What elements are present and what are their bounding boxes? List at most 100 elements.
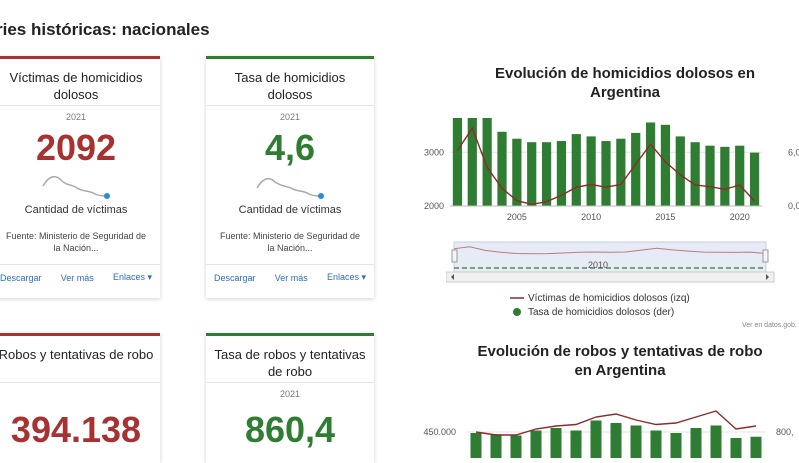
bar — [550, 428, 562, 458]
robos-chart: 450.000 800, — [423, 410, 794, 458]
bar — [570, 430, 582, 458]
bar — [452, 118, 463, 206]
bar — [710, 425, 722, 458]
bar — [530, 430, 542, 458]
series-line — [475, 410, 757, 436]
scroll-right-icon — [766, 274, 769, 280]
bar — [675, 136, 685, 206]
legend-label: Víctimas de homicidios dolosos (izq) — [528, 292, 690, 304]
card-unit: Cantidad de víctimas — [24, 204, 128, 216]
credit-link[interactable]: Ver en datos.gob. — [742, 322, 797, 329]
see-more-link[interactable]: Ver más — [60, 272, 94, 283]
x-tick-label: 2020 — [730, 212, 750, 222]
card-value: 2092 — [35, 127, 117, 168]
bar — [670, 433, 682, 458]
legend-line-icon — [510, 297, 524, 299]
bar — [470, 433, 482, 458]
bar — [616, 138, 626, 206]
section-title: ries históricas: nacionales — [0, 20, 210, 39]
card-year — [0, 382, 160, 402]
card-year: 2021 — [0, 105, 160, 126]
bar — [730, 438, 742, 458]
bar — [630, 425, 642, 458]
card-value: 860,4 — [244, 409, 336, 450]
bar — [660, 124, 671, 206]
bar — [556, 141, 567, 206]
card-title: Tasa de homicidios dolosos — [234, 70, 346, 102]
navigator-tick-label: 2010 — [588, 260, 608, 270]
bar — [650, 430, 662, 458]
navigator-window — [453, 241, 767, 273]
y-right-tick-label: 800, — [776, 427, 794, 437]
legend-item-bar[interactable]: Tasa de homicidios dolosos (der) — [510, 305, 690, 319]
bar — [749, 152, 760, 206]
bar — [645, 122, 656, 206]
card-year: 2021 — [206, 105, 374, 126]
y-left-tick-label: 3000 — [424, 147, 444, 157]
bar — [750, 436, 762, 458]
links-dropdown[interactable]: Enlaces ▾ — [112, 272, 152, 282]
chart-navigator[interactable]: 2010 — [446, 238, 776, 284]
card-source: Fuente: Ministerio de Seguridad de la Na… — [219, 231, 361, 253]
bar — [631, 132, 641, 206]
y-right-tick-label: 6,0 — [788, 147, 799, 157]
bar — [512, 138, 522, 206]
bar — [497, 131, 507, 206]
homicidios-chart: 3000 2000 6,0 0,0 2005 2010 2015 2020 — [424, 118, 799, 222]
download-link[interactable]: Descargar — [214, 272, 256, 283]
chart-title: Evolución de homicidios dolosos en Argen… — [494, 65, 756, 101]
card-actions: Descargar Ver más Enlaces ▾ — [206, 264, 374, 290]
card-title: Tasa de robos y tentativas de robo — [214, 347, 366, 379]
card-robos: Robos y tentativas de robo 394.138 — [0, 333, 160, 463]
download-link[interactable]: Descargar — [0, 272, 42, 283]
chart-title: Evolución de robos y tentativas de robo … — [477, 343, 763, 379]
bar — [590, 420, 602, 458]
x-tick-label: 2015 — [655, 212, 675, 222]
card-unit: Cantidad de víctimas — [238, 204, 342, 216]
card-title: Robos y tentativas de robo — [0, 347, 154, 362]
series-line — [456, 126, 756, 206]
bar — [571, 134, 581, 206]
sparkline — [42, 175, 110, 199]
bar — [541, 142, 552, 206]
card-victimas-homicidios: Víctimas de homicidios dolosos 2021 2092… — [0, 56, 160, 298]
navigator-scrollbar — [446, 271, 775, 283]
bar — [690, 428, 702, 458]
card-tasa-robos: Tasa de robos y tentativas de robo 2021 … — [206, 333, 374, 463]
legend-item-line[interactable]: Víctimas de homicidios dolosos (izq) — [510, 291, 690, 305]
chart-legend: Víctimas de homicidios dolosos (izq) Tas… — [510, 291, 690, 319]
navigator-handle-right — [762, 249, 769, 263]
bar — [601, 141, 611, 206]
card-value: 4,6 — [264, 127, 316, 168]
bar — [482, 118, 492, 206]
bar — [467, 118, 477, 206]
links-dropdown[interactable]: Enlaces ▾ — [326, 272, 366, 282]
navigator-handle-left — [451, 249, 458, 263]
scroll-left-icon — [451, 274, 454, 280]
x-tick-label: 2010 — [581, 212, 601, 222]
bar — [490, 434, 502, 458]
bar — [735, 145, 745, 206]
bar — [527, 142, 537, 206]
card-title: Víctimas de homicidios dolosos — [9, 70, 143, 102]
card-actions: Descargar Ver más Enlaces ▾ — [0, 264, 160, 290]
x-tick-label: 2005 — [507, 212, 527, 222]
y-left-tick-label: 450.000 — [423, 427, 456, 437]
card-value: 394.138 — [10, 409, 142, 450]
y-left-tick-label: 2000 — [424, 201, 444, 211]
bar — [510, 435, 522, 458]
bar — [586, 136, 596, 206]
legend-dot-icon — [513, 308, 521, 316]
navigator-line — [453, 246, 767, 255]
legend-label: Tasa de homicidios dolosos (der) — [528, 306, 675, 318]
bar — [610, 423, 622, 458]
see-more-link[interactable]: Ver más — [274, 272, 308, 283]
card-year: 2021 — [206, 382, 374, 402]
y-right-tick-label: 0,0 — [788, 201, 799, 211]
bar — [720, 146, 730, 206]
card-source: Fuente: Ministerio de Seguridad de la Na… — [5, 231, 147, 253]
sparkline — [256, 177, 324, 199]
bar — [690, 142, 700, 206]
bar — [705, 145, 715, 206]
card-tasa-homicidios: Tasa de homicidios dolosos 2021 4,6 Cant… — [206, 56, 374, 298]
